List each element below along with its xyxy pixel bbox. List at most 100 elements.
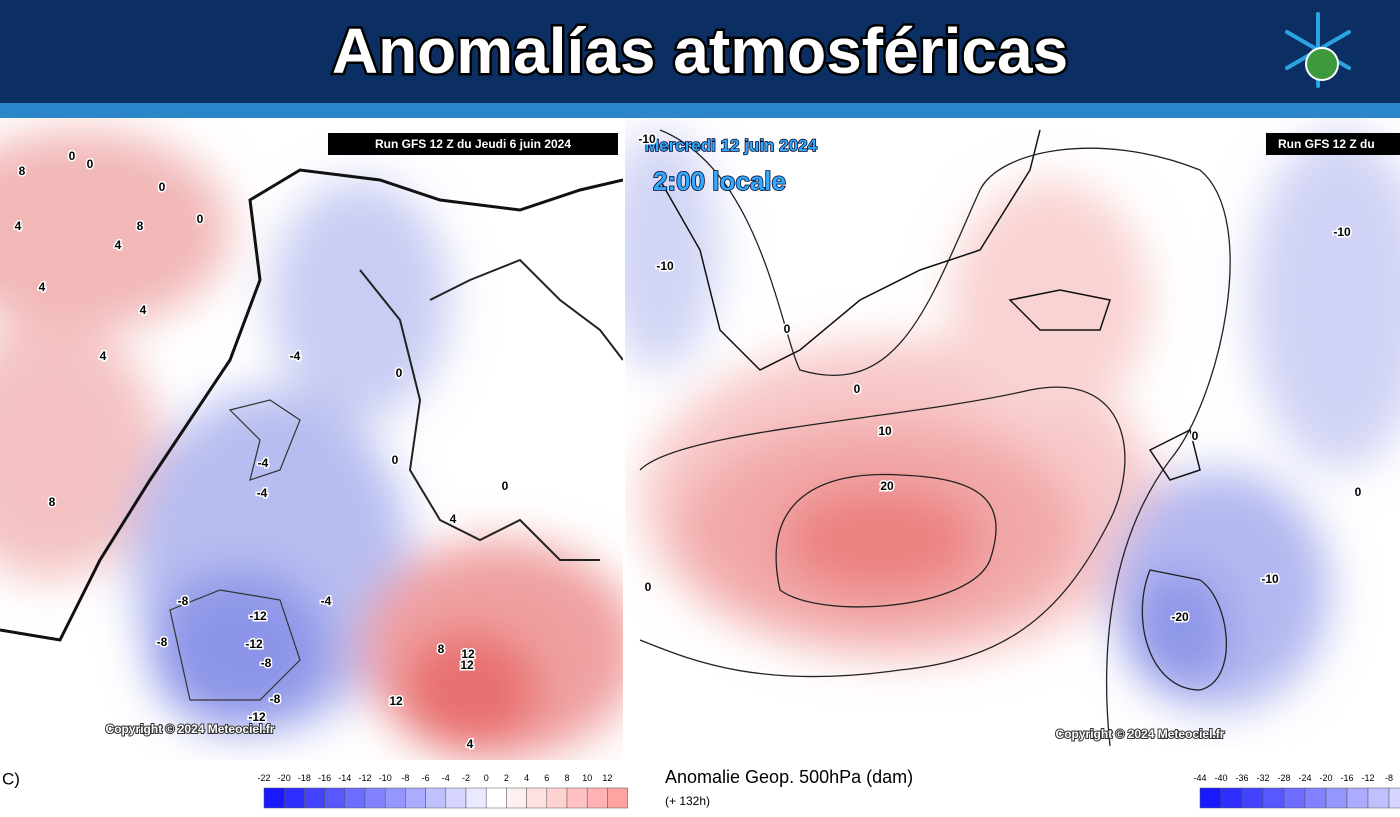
scale-box xyxy=(283,787,305,809)
run-label: Run GFS 12 Z du Jeudi 6 juin 2024 xyxy=(375,137,571,151)
right-contour-labels: -10 -10 0 0 10 20 -10 0 0 -10 -20 0 xyxy=(637,131,1363,626)
time-label: 2:00 locale xyxy=(653,166,786,196)
scale-box xyxy=(324,787,346,809)
contour-label: -10 xyxy=(1261,572,1279,586)
contour-label: 8 xyxy=(438,642,445,656)
date-label: Mercredi 12 juin 2024 xyxy=(645,136,818,155)
scale-tick-label: -8 xyxy=(401,773,409,783)
contour-label: 10 xyxy=(878,424,892,438)
variable-label: Anomalie Geop. 500hPa (dam) xyxy=(665,767,913,787)
scale-box xyxy=(607,787,628,809)
scale-tick-label: 6 xyxy=(544,773,549,783)
scale-tick-label: -16 xyxy=(1340,773,1353,783)
scale-tick-label: -28 xyxy=(1277,773,1290,783)
scale-box xyxy=(1262,787,1285,809)
scale-tick-label: -14 xyxy=(338,773,351,783)
contour-label: 4 xyxy=(450,512,457,526)
scale-tick-label: -12 xyxy=(1361,773,1374,783)
left-map: Run GFS 12 Z du Jeudi 6 juin 2024 Copyri… xyxy=(0,118,623,760)
scale-box xyxy=(1388,787,1400,809)
scale-tick-label: -12 xyxy=(358,773,371,783)
contour-label: 0 xyxy=(87,157,94,171)
contour-label: 12 xyxy=(389,694,403,708)
contour-label: -4 xyxy=(257,486,268,500)
contour-label: 0 xyxy=(854,382,861,396)
scale-tick-label: -20 xyxy=(1319,773,1332,783)
scale-tick-label: -24 xyxy=(1298,773,1311,783)
logo xyxy=(1285,12,1351,88)
contour-label: 0 xyxy=(784,322,791,336)
contour-label: 8 xyxy=(19,164,26,178)
scale-tick-label: 8 xyxy=(564,773,569,783)
header-title: Anomalías atmosféricas xyxy=(332,15,1068,87)
scale-box xyxy=(566,787,588,809)
contour-label: 0 xyxy=(159,180,166,194)
contour-label: -8 xyxy=(261,656,272,670)
scale-tick-label: -32 xyxy=(1256,773,1269,783)
contour-label: -4 xyxy=(290,349,301,363)
scale-box xyxy=(465,787,487,809)
run-label: Run GFS 12 Z du xyxy=(1278,137,1375,151)
scale-tick-label: -36 xyxy=(1235,773,1248,783)
scale-box xyxy=(546,787,568,809)
contour-label: 4 xyxy=(100,349,107,363)
scale-box xyxy=(1283,787,1306,809)
scale-box xyxy=(506,787,527,809)
contour-label: -8 xyxy=(157,635,168,649)
scale-tick-label: 2 xyxy=(504,773,509,783)
contour-label: -10 xyxy=(656,259,674,273)
scale-box xyxy=(1367,787,1390,809)
contour-label: 0 xyxy=(392,453,399,467)
right-map: Run GFS 12 Z du Mercredi 12 juin 2024 2:… xyxy=(625,118,1400,746)
left-scale: -22 -20 -18 -16 -14 -12 -10 -8 -6 -4 -2 0 2 4 6 8 10 12 xyxy=(257,773,628,809)
contour-label: 4 xyxy=(467,737,474,751)
contour-label: -10 xyxy=(638,132,656,146)
contour-label: -12 xyxy=(245,637,263,651)
contour-label: 0 xyxy=(396,366,403,380)
scale-box xyxy=(384,787,406,809)
scale-tick-label: 10 xyxy=(582,773,592,783)
scale-tick-label: -2 xyxy=(462,773,470,783)
contour-label: 4 xyxy=(39,280,46,294)
contour-label: 8 xyxy=(49,495,56,509)
contour-label: 0 xyxy=(69,149,76,163)
scale-tick-label: -22 xyxy=(257,773,270,783)
contour-label: -8 xyxy=(178,594,189,608)
scale-box xyxy=(1199,787,1222,809)
contour-label: -4 xyxy=(258,456,269,470)
scale-tick-label: -6 xyxy=(422,773,430,783)
scale-tick-label: -40 xyxy=(1214,773,1227,783)
scale-tick-label: -4 xyxy=(442,773,450,783)
contour-label: 12 xyxy=(460,658,474,672)
scale-box xyxy=(1325,787,1348,809)
contour-label: 0 xyxy=(1355,485,1362,499)
scale-box xyxy=(526,787,548,809)
contour-label: 0 xyxy=(645,580,652,594)
scale-box xyxy=(263,787,285,809)
copyright: Copyright © 2024 Meteociel.fr xyxy=(106,722,275,736)
scale-tick-label: -44 xyxy=(1193,773,1206,783)
scale-tick-label: -16 xyxy=(318,773,331,783)
scale-box xyxy=(1220,787,1243,809)
scale-tick-label: 4 xyxy=(524,773,529,783)
scale-box xyxy=(304,787,325,809)
header-stripe xyxy=(0,103,1400,118)
contour-label: -10 xyxy=(1333,225,1351,239)
copyright: Copyright © 2024 Meteociel.fr xyxy=(1056,727,1225,741)
scale-tick-label: -8 xyxy=(1385,773,1393,783)
scale-tick-label: 0 xyxy=(484,773,489,783)
contour-label: -12 xyxy=(248,710,266,724)
contour-label: 12 xyxy=(461,647,475,661)
scale-box xyxy=(344,787,366,809)
contour-label: 0 xyxy=(1192,429,1199,443)
contour-label: -4 xyxy=(321,594,332,608)
scale-box xyxy=(364,787,386,809)
contour-label: 4 xyxy=(115,238,122,252)
contour-label: 0 xyxy=(502,479,509,493)
scale-box xyxy=(586,787,608,809)
contour-label: 4 xyxy=(140,303,147,317)
contour-label: -8 xyxy=(270,692,281,706)
